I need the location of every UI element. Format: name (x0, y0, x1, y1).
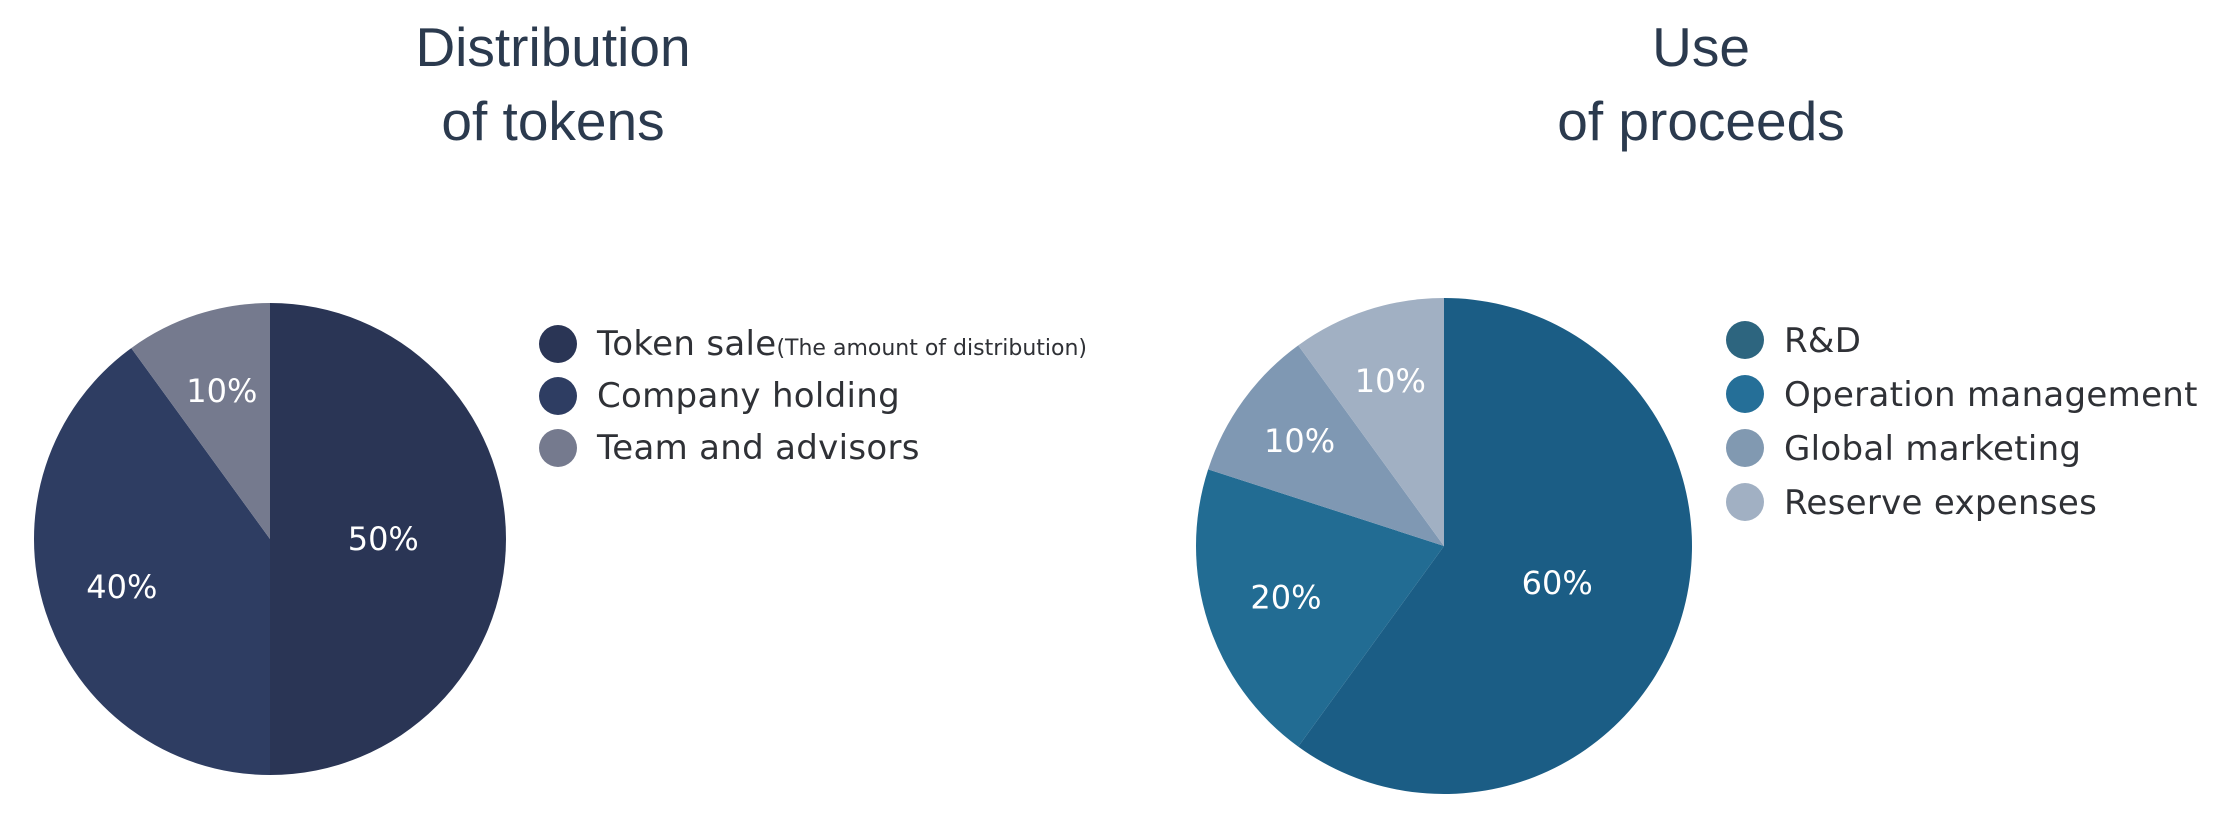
legend-swatch-token-sale (539, 325, 577, 363)
legend-label: Team and advisors (597, 428, 920, 468)
pie-slice-label-rnd: 60% (1522, 564, 1593, 602)
chart-title-line: Distribution (415, 16, 691, 78)
pie-slice-token-sale (270, 303, 506, 775)
legend-swatch-reserve-expenses (1726, 483, 1764, 521)
pie-slice-label-global-marketing: 10% (1264, 422, 1335, 460)
legend-swatch-company-holding (539, 377, 577, 415)
chart-title-line: Use (1652, 16, 1750, 78)
legend-label: Operation management (1784, 375, 2198, 415)
legend-proceeds: R&D Operation management Global marketin… (1726, 314, 2198, 530)
legend-label: Token sale (597, 324, 777, 364)
pie-slice-label-company-holding: 40% (86, 568, 157, 606)
legend-item-global-marketing: Global marketing (1726, 422, 2198, 476)
legend-item-reserve-expenses: Reserve expenses (1726, 476, 2198, 530)
chart-title-distribution: Distribution of tokens (203, 10, 903, 158)
legend-label: Global marketing (1784, 429, 2082, 469)
legend-label: Company holding (597, 376, 901, 416)
pie-slice-label-reserve-expenses: 10% (1355, 362, 1426, 400)
pie-slice-label-operation-management: 20% (1250, 578, 1321, 616)
pie-slice-team-and-advisors (131, 303, 270, 539)
pie-slice-label-team-and-advisors: 10% (186, 372, 257, 410)
legend-swatch-rnd (1726, 321, 1764, 359)
legend-item-rnd: R&D (1726, 314, 2198, 368)
legend-swatch-global-marketing (1726, 429, 1764, 467)
pie-slice-label-token-sale: 50% (348, 520, 419, 558)
legend-item-team-and-advisors: Team and advisors (539, 422, 1087, 474)
legend-item-operation-management: Operation management (1726, 368, 2198, 422)
pie-slice-company-holding (33, 348, 271, 775)
pie-slice-reserve-expenses (1298, 297, 1444, 546)
legend-label: R&D (1784, 321, 1862, 361)
legend-item-token-sale: Token sale(The amount of distribution) (539, 318, 1087, 370)
legend-swatch-team-and-advisors (539, 429, 577, 467)
pie-slice-operation-management (1195, 469, 1444, 747)
pie-slice-global-marketing (1208, 345, 1444, 546)
legend-label: Reserve expenses (1784, 483, 2098, 523)
chart-title-line: of proceeds (1557, 90, 1845, 152)
legend-distribution: Token sale(The amount of distribution) C… (539, 318, 1087, 474)
chart-title-proceeds: Use of proceeds (1351, 10, 2051, 158)
chart-title-line: of tokens (441, 90, 665, 152)
legend-label-note: (The amount of distribution) (776, 336, 1087, 361)
legend-item-company-holding: Company holding (539, 370, 1087, 422)
legend-swatch-operation-management (1726, 375, 1764, 413)
pie-slice-rnd (1298, 298, 1692, 794)
